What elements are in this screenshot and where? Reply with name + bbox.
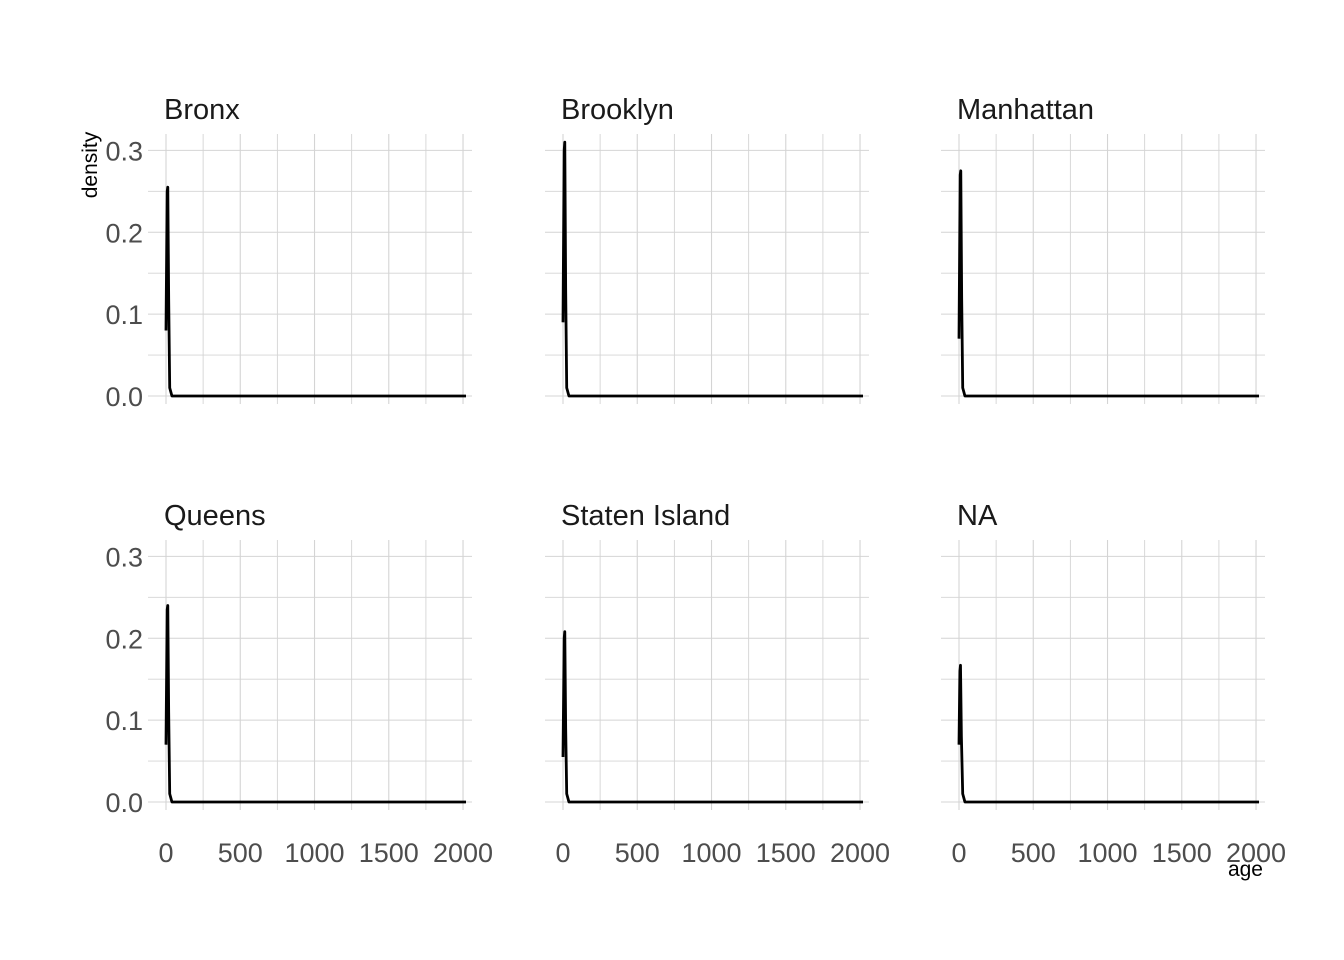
x-tick-label: 1500 (1152, 838, 1212, 868)
x-tick-label: 0 (555, 838, 570, 868)
facet-title: Brooklyn (561, 94, 674, 126)
x-tick-label: 2000 (1226, 838, 1286, 868)
x-tick-label: 500 (218, 838, 263, 868)
x-tick-label: 2000 (830, 838, 890, 868)
x-tick-label: 1500 (756, 838, 816, 868)
x-tick-label: 0 (158, 838, 173, 868)
y-axis-title: density (79, 131, 102, 198)
y-tick-label: 0.3 (105, 542, 143, 572)
y-tick-label: 0.0 (105, 788, 143, 818)
panels-layer: Bronx 0.0 0.1 0.2 0.3 Brooklyn Manhattan Queens… (105, 94, 1286, 868)
y-tick-label: 0.2 (105, 218, 143, 248)
density-line (561, 630, 863, 804)
density-line (957, 169, 1259, 398)
facet-panel: Manhattan (941, 94, 1265, 404)
x-tick-label: 500 (1011, 838, 1056, 868)
x-tick-label: 1500 (359, 838, 419, 868)
y-tick-label: 0.2 (105, 624, 143, 654)
y-tick-label: 0.3 (105, 136, 143, 166)
density-line (164, 604, 466, 804)
facet-panel: NA 0 500 1000 1500 2000 (941, 500, 1286, 868)
y-tick-label: 0.1 (105, 300, 143, 330)
x-tick-label: 2000 (433, 838, 493, 868)
density-line (957, 663, 1259, 804)
x-tick-label: 1000 (284, 838, 344, 868)
facet-panel: Bronx 0.0 0.1 0.2 0.3 (105, 94, 472, 412)
x-tick-label: 500 (615, 838, 660, 868)
facet-title: NA (957, 500, 998, 532)
density-line (164, 185, 466, 398)
y-tick-label: 0.0 (105, 382, 143, 412)
facet-title: Bronx (164, 94, 240, 126)
x-axis-title: age (1228, 858, 1263, 881)
facet-title: Staten Island (561, 500, 730, 532)
facet-panel: Staten Island 0 500 1000 1500 2000 (545, 500, 890, 868)
facet-title: Queens (164, 500, 266, 532)
y-tick-label: 0.1 (105, 706, 143, 736)
facet-panel: Queens 0.0 0.1 0.2 0.3 0 500 1000 1500 2000 (105, 500, 493, 868)
x-tick-label: 0 (951, 838, 966, 868)
x-tick-label: 1000 (1077, 838, 1137, 868)
x-tick-label: 1000 (681, 838, 741, 868)
facet-title: Manhattan (957, 94, 1094, 126)
density-line (561, 140, 863, 398)
facet-panel: Brooklyn (545, 94, 869, 404)
